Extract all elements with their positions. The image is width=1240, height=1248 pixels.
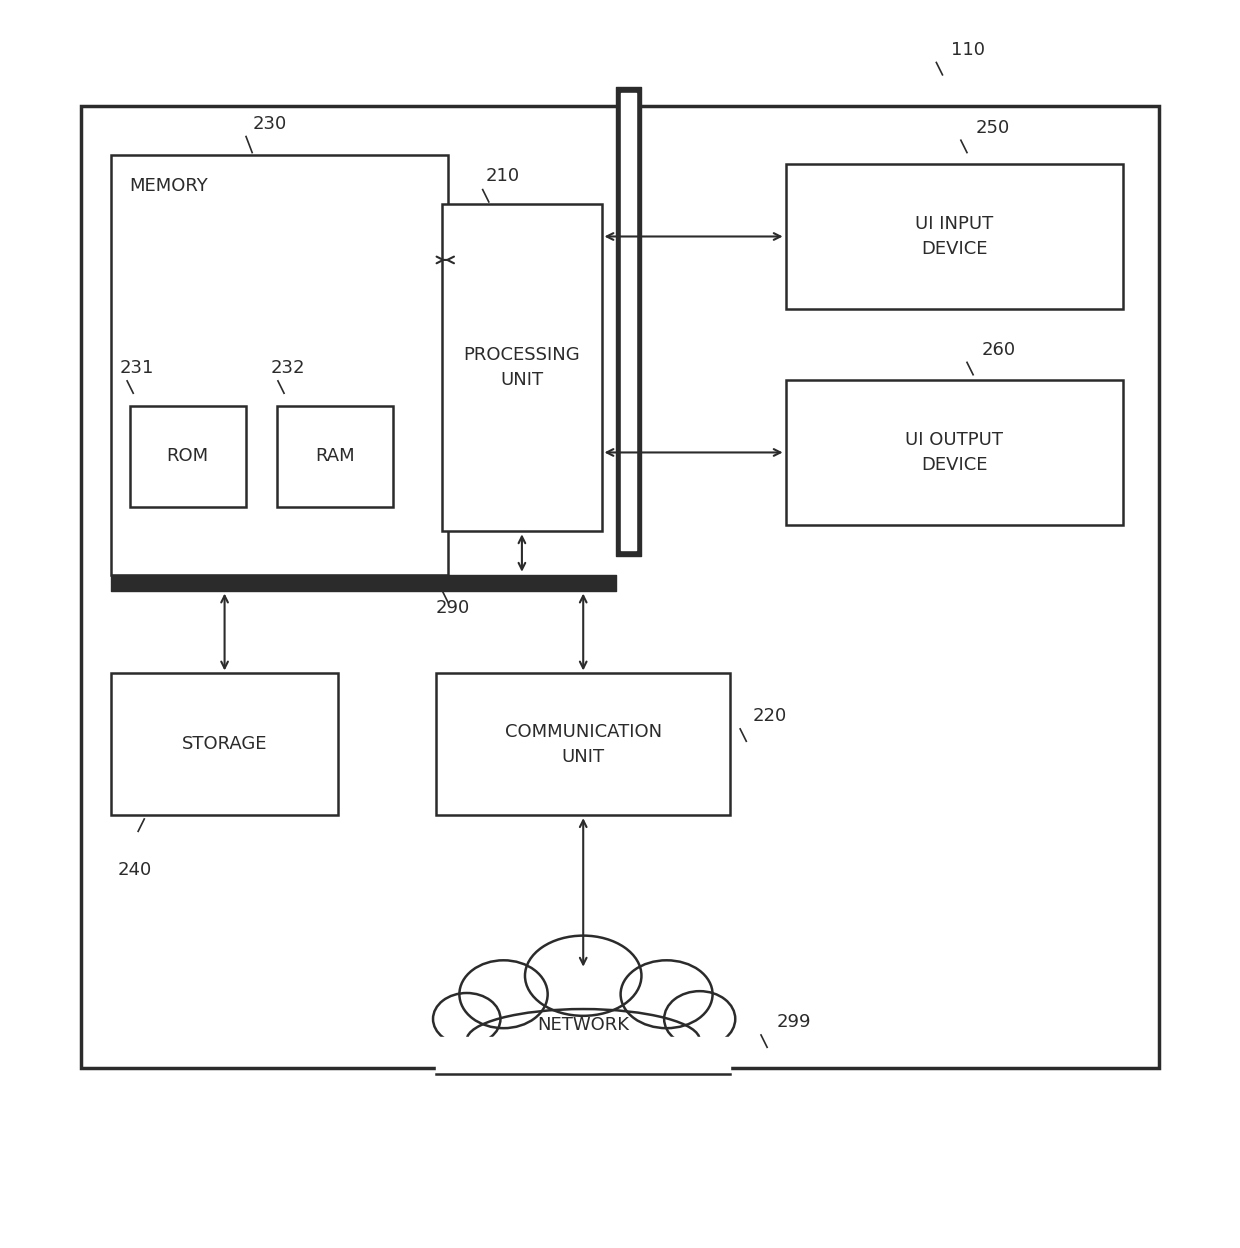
Text: UI OUTPUT
DEVICE: UI OUTPUT DEVICE [905, 431, 1003, 474]
Bar [436, 674, 730, 815]
Ellipse shape [433, 993, 501, 1045]
Ellipse shape [459, 960, 548, 1028]
Bar [129, 406, 246, 507]
Bar [112, 155, 449, 574]
Bar [277, 406, 393, 507]
Text: COMMUNICATION
UNIT: COMMUNICATION UNIT [505, 723, 662, 766]
Bar [785, 163, 1122, 310]
Text: 110: 110 [951, 41, 985, 59]
Text: NETWORK: NETWORK [537, 1016, 629, 1035]
Text: 260: 260 [982, 341, 1016, 358]
Text: 220: 220 [753, 708, 786, 725]
Bar [112, 674, 339, 815]
Text: PROCESSING
UNIT: PROCESSING UNIT [464, 347, 580, 389]
Ellipse shape [466, 1010, 699, 1071]
Text: MEMORY: MEMORY [129, 177, 208, 195]
Ellipse shape [620, 960, 713, 1028]
Text: RAM: RAM [315, 447, 355, 466]
Bar [81, 106, 1159, 1068]
Ellipse shape [665, 991, 735, 1047]
Text: 290: 290 [436, 599, 470, 618]
Text: STORAGE: STORAGE [182, 735, 268, 754]
Text: 210: 210 [485, 167, 520, 185]
Text: 240: 240 [118, 861, 151, 879]
Bar [785, 379, 1122, 525]
Text: 250: 250 [976, 119, 1009, 136]
Bar [443, 205, 601, 532]
Text: 230: 230 [252, 115, 286, 132]
Text: ROM: ROM [166, 447, 208, 466]
Text: UI INPUT
DEVICE: UI INPUT DEVICE [915, 215, 993, 258]
Text: 231: 231 [120, 359, 154, 377]
Text: 299: 299 [777, 1013, 811, 1031]
Ellipse shape [525, 936, 641, 1016]
Text: 232: 232 [270, 359, 305, 377]
